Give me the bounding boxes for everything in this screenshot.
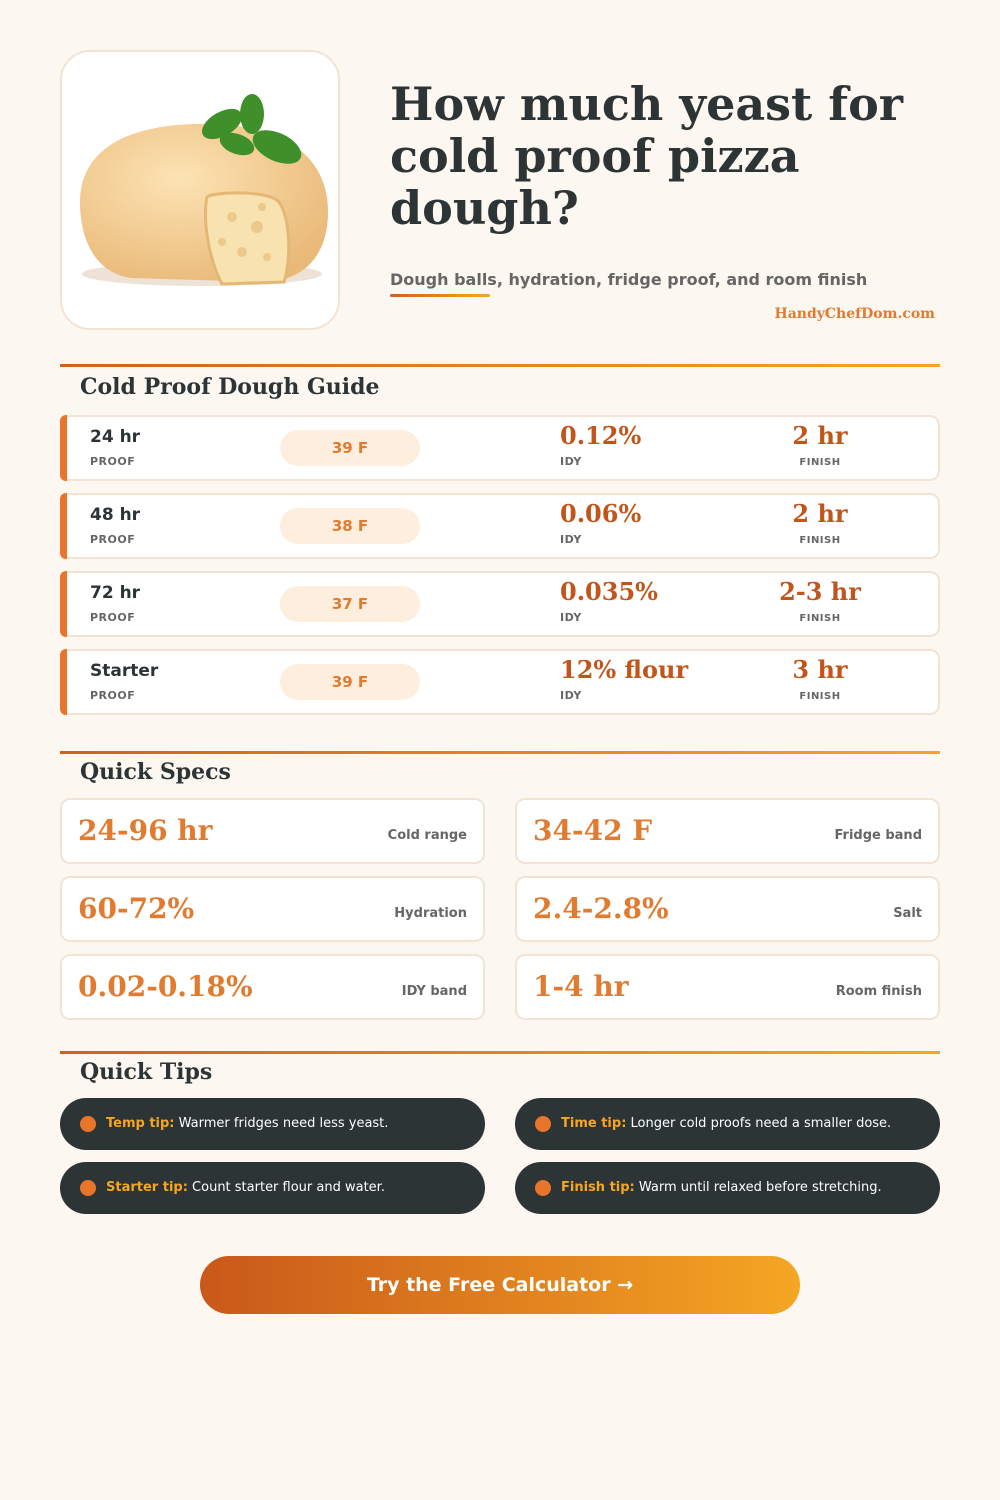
finish-label: FINISH xyxy=(799,691,841,702)
proof-time: 72 hr xyxy=(90,583,141,603)
spec-label: Hydration xyxy=(394,906,467,921)
accent-bar xyxy=(60,415,67,481)
tip-pill: Starter tip: Count starter flour and wat… xyxy=(60,1162,485,1214)
finish-label: FINISH xyxy=(799,613,841,624)
proof-time: Starter xyxy=(90,661,159,681)
proof-label: PROOF xyxy=(90,455,136,468)
temp-pill: 39 F xyxy=(280,664,420,700)
spec-card: 34-42 F Fridge band xyxy=(515,798,940,864)
spec-value: 34-42 F xyxy=(533,814,653,847)
accent-bar xyxy=(60,571,67,637)
spec-value: 0.02-0.18% xyxy=(78,970,253,1003)
section-heading: Quick Tips xyxy=(80,1059,213,1085)
finish-value: 2 hr xyxy=(792,499,848,528)
spec-label: IDY band xyxy=(401,984,467,999)
temp-pill: 39 F xyxy=(280,430,420,466)
idy-label: IDY xyxy=(560,611,582,624)
cta-button[interactable]: Try the Free Calculator → xyxy=(200,1256,800,1314)
spec-card: 24-96 hr Cold range xyxy=(60,798,485,864)
accent-bar xyxy=(60,493,67,559)
proof-time: 24 hr xyxy=(90,427,141,447)
spec-card: 0.02-0.18% IDY band xyxy=(60,954,485,1020)
subtitle: Dough balls, hydration, fridge proof, an… xyxy=(390,270,868,289)
idy-value: 0.12% xyxy=(560,421,642,450)
tip-label: Starter tip: xyxy=(106,1180,188,1195)
spec-value: 60-72% xyxy=(78,892,195,925)
tip-dot xyxy=(535,1116,551,1132)
spec-card: 2.4-2.8% Salt xyxy=(515,876,940,942)
tip-text: Count starter flour and water. xyxy=(192,1180,385,1195)
guide-row: 72 hr PROOF 37 F 0.035% IDY 2-3 hr FINISH xyxy=(60,571,940,637)
idy-value: 0.035% xyxy=(560,577,658,606)
spec-label: Salt xyxy=(893,906,922,921)
tip-label: Temp tip: xyxy=(106,1116,175,1131)
finish-label: FINISH xyxy=(799,535,841,546)
accent-bar xyxy=(60,649,67,715)
proof-time: 48 hr xyxy=(90,505,141,525)
tip-dot xyxy=(80,1180,96,1196)
idy-value: 0.06% xyxy=(560,499,642,528)
tip-label: Time tip: xyxy=(561,1116,627,1131)
tip-text: Warm until relaxed before stretching. xyxy=(638,1180,882,1195)
dough-illustration xyxy=(80,94,328,286)
spec-value: 24-96 hr xyxy=(78,814,213,847)
spec-label: Room finish xyxy=(835,984,922,999)
tip-text: Warmer fridges need less yeast. xyxy=(178,1116,389,1131)
spec-label: Cold range xyxy=(387,828,467,843)
guide-row: Starter PROOF 39 F 12% flour IDY 3 hr FINISH xyxy=(60,649,940,715)
section-rule xyxy=(60,751,940,754)
section-rule xyxy=(60,364,940,367)
proof-label: PROOF xyxy=(90,611,136,624)
section-heading: Cold Proof Dough Guide xyxy=(80,374,380,400)
site-name: HandyChefDom.com xyxy=(774,306,936,322)
proof-label: PROOF xyxy=(90,689,136,702)
finish-value: 3 hr xyxy=(792,655,848,684)
tip-dot xyxy=(535,1180,551,1196)
finish-value: 2 hr xyxy=(792,421,848,450)
guide-row: 24 hr PROOF 39 F 0.12% IDY 2 hr FINISH xyxy=(60,415,940,481)
idy-label: IDY xyxy=(560,455,582,468)
guide-row: 48 hr PROOF 38 F 0.06% IDY 2 hr FINISH xyxy=(60,493,940,559)
idy-label: IDY xyxy=(560,689,582,702)
spec-value: 2.4-2.8% xyxy=(533,892,669,925)
subtitle-underline xyxy=(390,294,490,297)
temp-pill: 38 F xyxy=(280,508,420,544)
temp-pill: 37 F xyxy=(280,586,420,622)
section-rule xyxy=(60,1051,940,1054)
spec-card: 1-4 hr Room finish xyxy=(515,954,940,1020)
hero-image xyxy=(60,50,340,330)
tip-pill: Time tip: Longer cold proofs need a smal… xyxy=(515,1098,940,1150)
tip-pill: Finish tip: Warm until relaxed before st… xyxy=(515,1162,940,1214)
tip-dot xyxy=(80,1116,96,1132)
spec-value: 1-4 hr xyxy=(533,970,629,1003)
idy-label: IDY xyxy=(560,533,582,546)
finish-label: FINISH xyxy=(799,457,841,468)
tip-pill: Temp tip: Warmer fridges need less yeast… xyxy=(60,1098,485,1150)
section-heading: Quick Specs xyxy=(80,759,231,785)
idy-value: 12% flour xyxy=(560,655,689,684)
title: How much yeast for cold proof pizza doug… xyxy=(390,77,904,235)
tip-label: Finish tip: xyxy=(561,1180,635,1195)
tip-text: Longer cold proofs need a smaller dose. xyxy=(630,1116,892,1131)
proof-label: PROOF xyxy=(90,533,136,546)
finish-value: 2-3 hr xyxy=(779,577,861,606)
spec-card: 60-72% Hydration xyxy=(60,876,485,942)
spec-label: Fridge band xyxy=(834,828,922,843)
